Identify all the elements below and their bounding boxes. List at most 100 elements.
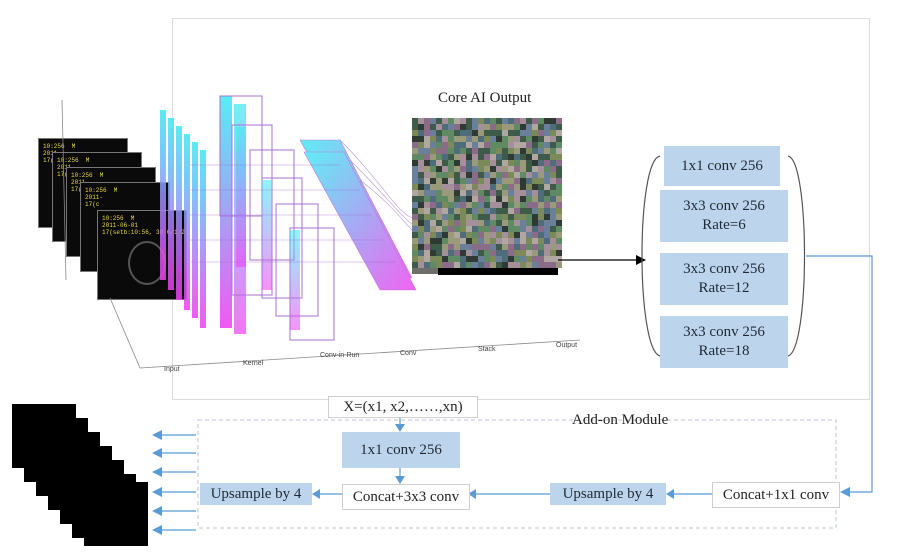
noise-tile	[556, 178, 562, 184]
noise-tile	[484, 196, 490, 202]
noise-tile	[556, 244, 562, 250]
noise-tile	[538, 190, 544, 196]
noise-tile	[436, 136, 442, 142]
noise-tile	[430, 202, 436, 208]
noise-tile	[418, 142, 424, 148]
noise-tile	[436, 184, 442, 190]
noise-tile	[442, 214, 448, 220]
noise-tile	[448, 136, 454, 142]
aspp-box-1x1: 1x1 conv 256	[664, 146, 780, 186]
noise-tile	[448, 172, 454, 178]
noise-tile	[418, 250, 424, 256]
noise-tile	[544, 130, 550, 136]
noise-tile	[424, 202, 430, 208]
noise-tile	[526, 214, 532, 220]
noise-tile	[496, 250, 502, 256]
noise-tile	[544, 184, 550, 190]
noise-tile	[526, 238, 532, 244]
x-input-label: X=(x1, x2,……,xn)	[328, 396, 478, 418]
noise-tile	[514, 190, 520, 196]
addon-module-title: Add-on Module	[572, 412, 669, 428]
noise-tile	[508, 136, 514, 142]
noise-tile	[520, 184, 526, 190]
noise-tile	[496, 244, 502, 250]
noise-tile	[532, 244, 538, 250]
noise-tile	[424, 148, 430, 154]
noise-tile	[484, 256, 490, 262]
noise-tile	[442, 208, 448, 214]
noise-tile	[448, 166, 454, 172]
axis-label-stack: Stack	[478, 346, 496, 353]
axis-label-input: Input	[164, 366, 180, 373]
noise-tile	[532, 214, 538, 220]
noise-tile	[520, 178, 526, 184]
noise-tile	[538, 244, 544, 250]
noise-tile	[532, 154, 538, 160]
noise-tile	[442, 166, 448, 172]
noise-tile	[460, 130, 466, 136]
noise-tile	[544, 244, 550, 250]
noise-tile	[466, 136, 472, 142]
noise-tile	[532, 130, 538, 136]
noise-tile	[556, 226, 562, 232]
noise-tile	[520, 166, 526, 172]
noise-tile	[508, 172, 514, 178]
noise-tile	[508, 244, 514, 250]
noise-tile	[454, 160, 460, 166]
noise-tile	[412, 184, 418, 190]
noise-tile	[430, 196, 436, 202]
aspp-box-label: 1x1 conv 256	[681, 157, 763, 174]
upsample-mid-label: Upsample by 4	[562, 485, 654, 502]
output-scale-bar	[438, 268, 558, 275]
noise-tile	[460, 256, 466, 262]
noise-tile	[532, 202, 538, 208]
noise-tile	[430, 142, 436, 148]
noise-tile	[502, 250, 508, 256]
noise-tile	[430, 148, 436, 154]
noise-tile	[538, 148, 544, 154]
noise-tile	[532, 136, 538, 142]
noise-tile	[448, 184, 454, 190]
noise-tile	[496, 184, 502, 190]
noise-tile	[556, 136, 562, 142]
noise-tile	[538, 202, 544, 208]
noise-tile	[454, 250, 460, 256]
noise-tile	[544, 136, 550, 142]
noise-tile	[472, 238, 478, 244]
noise-tile	[460, 196, 466, 202]
noise-tile	[496, 190, 502, 196]
noise-tile	[424, 130, 430, 136]
noise-tile	[550, 184, 556, 190]
noise-tile	[556, 130, 562, 136]
noise-tile	[532, 262, 538, 268]
noise-tile	[508, 184, 514, 190]
noise-tile	[466, 148, 472, 154]
noise-tile	[496, 172, 502, 178]
noise-tile	[538, 214, 544, 220]
noise-tile	[550, 214, 556, 220]
noise-tile	[550, 142, 556, 148]
noise-tile	[412, 124, 418, 130]
noise-tile	[466, 160, 472, 166]
noise-tile	[526, 178, 532, 184]
noise-tile	[496, 178, 502, 184]
noise-tile	[496, 148, 502, 154]
noise-tile	[532, 124, 538, 130]
noise-tile	[436, 250, 442, 256]
noise-tile	[412, 256, 418, 262]
noise-tile	[460, 184, 466, 190]
noise-tile	[538, 118, 544, 124]
noise-tile	[538, 250, 544, 256]
noise-tile	[430, 226, 436, 232]
aspp-box-rate-18: 3x3 conv 256 Rate=18	[660, 316, 788, 368]
noise-tile	[484, 238, 490, 244]
noise-tile	[424, 214, 430, 220]
concat-1x1-label: Concat+1x1 conv	[722, 486, 830, 503]
noise-tile	[508, 160, 514, 166]
noise-tile	[490, 250, 496, 256]
noise-tile	[544, 148, 550, 154]
noise-tile	[454, 244, 460, 250]
noise-tile	[418, 184, 424, 190]
noise-tile	[556, 172, 562, 178]
